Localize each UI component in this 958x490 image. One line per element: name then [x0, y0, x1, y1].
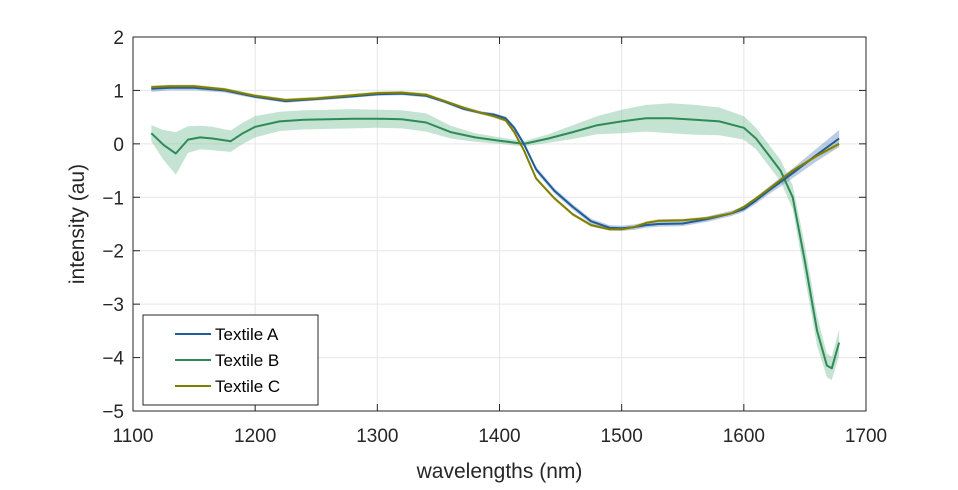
y-axis-label: intensity (au): [66, 164, 89, 284]
y-tick-label: 1: [113, 81, 124, 102]
legend: Textile A Textile B Textile C: [142, 314, 319, 406]
grid: [132, 36, 867, 412]
legend-box: [142, 314, 319, 406]
x-tick-label: 1600: [723, 426, 765, 447]
x-axis-label: wavelengths (nm): [416, 460, 583, 483]
series-line: [150, 117, 841, 370]
series-line: [151, 85, 840, 231]
y-tick-label: 2: [113, 28, 124, 49]
y-tick-label: −5: [102, 402, 124, 423]
x-tick-label: 1400: [478, 426, 520, 447]
series-lines: [150, 85, 841, 370]
y-tick-label: 0: [113, 135, 124, 156]
y-tick-label: −1: [102, 188, 124, 209]
x-tick-label: 1700: [845, 426, 887, 447]
x-tick-label: 1200: [234, 426, 276, 447]
legend-entry-label: Textile A: [215, 325, 279, 344]
x-tick-label: 1500: [601, 426, 643, 447]
y-tick-label: −2: [102, 242, 124, 263]
legend-entry-label: Textile C: [215, 377, 280, 396]
y-tick-label: −4: [102, 349, 124, 370]
series-band: [151, 103, 840, 381]
legend-entry-label: Textile B: [215, 351, 279, 370]
y-tick-label: −3: [102, 295, 124, 316]
x-tick-label: 1300: [356, 426, 398, 447]
x-tick-label: 1100: [113, 426, 154, 447]
axis-ticks: 1100 1200 1300 1400 1500 1600 1700 2 1 0 −1 −2 −3 −4 −…: [102, 28, 887, 447]
